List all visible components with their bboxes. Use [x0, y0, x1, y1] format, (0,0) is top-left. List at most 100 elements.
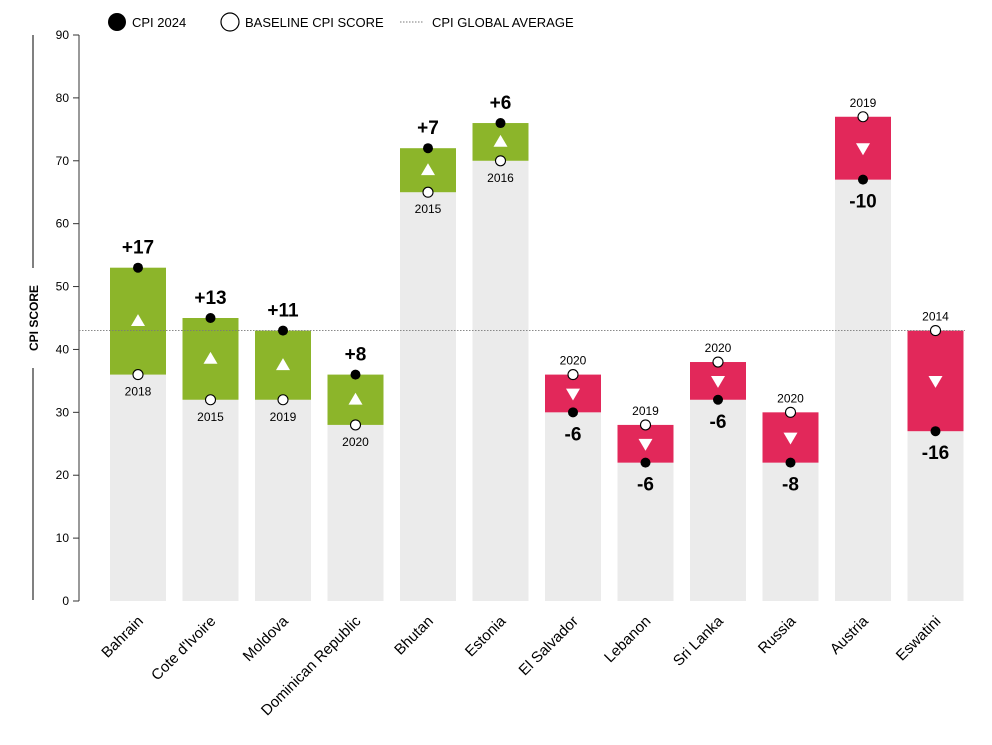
- change-label-dominican-republic: +8: [345, 345, 367, 366]
- baseline-marker-austria: [857, 111, 869, 123]
- cpi2024-marker-eswatini: [930, 426, 941, 437]
- base-bar-cote-d-ivoire: [182, 399, 239, 601]
- change-label-cote-d-ivoire: +13: [194, 288, 226, 309]
- base-bar-dominican-republic: [327, 424, 384, 601]
- cpi2024-marker-sri-lanka: [713, 394, 723, 405]
- legend-cpi2024-marker: [108, 13, 126, 31]
- baseline-year-el-salvador: 2020: [560, 354, 587, 368]
- x-label-moldova: Moldova: [240, 612, 293, 665]
- cpi2024-marker-dominican-republic: [350, 369, 361, 380]
- y-tick-label-0: 0: [62, 594, 69, 608]
- baseline-year-sri-lanka: 2020: [705, 341, 732, 355]
- baseline-year-russia: 2020: [777, 391, 804, 405]
- x-label-eswatini: Eswatini: [893, 613, 945, 665]
- markers: +17 2018 +13 2015 +11 2019 +8 2020 +7 2015 +6 2016 -…: [122, 93, 949, 496]
- down-triangle-eswatini: [928, 375, 943, 388]
- up-triangle-cote-d-ivoire: [203, 351, 218, 364]
- baseline-marker-estonia: [494, 155, 507, 167]
- y-tick-label-40: 40: [56, 342, 70, 356]
- down-triangle-el-salvador: [566, 388, 580, 401]
- baseline-marker-bhutan: [422, 186, 434, 198]
- change-label-austria: -10: [849, 192, 876, 213]
- change-label-el-salvador: -6: [565, 424, 582, 445]
- baseline-year-dominican-republic: 2020: [342, 435, 369, 449]
- base-bar-eswatini: [907, 431, 964, 601]
- x-label-sri-lanka: Sri Lanka: [670, 612, 727, 669]
- cpi2024-marker-bahrain: [133, 262, 143, 273]
- cpi2024-marker-cote-d-ivoire: [205, 313, 216, 323]
- down-triangle-lebanon: [638, 438, 653, 451]
- baseline-marker-bahrain: [132, 369, 144, 381]
- down-triangle-russia: [783, 432, 798, 445]
- change-label-moldova: +11: [267, 301, 299, 322]
- y-tick-label-30: 30: [56, 405, 70, 419]
- up-triangle-bhutan: [421, 163, 435, 176]
- x-label-bhutan: Bhutan: [391, 613, 437, 659]
- y-axis-title-group: CPI SCORE: [27, 35, 41, 600]
- baseline-year-bahrain: 2018: [125, 385, 152, 399]
- legend: CPI 2024 BASELINE CPI SCORE CPI GLOBAL A…: [108, 12, 574, 32]
- baseline-year-eswatini: 2014: [922, 310, 949, 324]
- baseline-year-moldova: 2019: [270, 410, 297, 424]
- baseline-year-lebanon: 2019: [632, 404, 659, 418]
- base-bar-russia: [762, 462, 819, 601]
- base-bar-estonia: [472, 160, 529, 601]
- baseline-year-cote-d-ivoire: 2015: [197, 410, 224, 424]
- y-axis: 0 10 20 30 40 50 60 70 80 90: [56, 28, 80, 608]
- change-label-bahrain: +17: [122, 238, 154, 259]
- legend-baseline-marker: [220, 12, 240, 32]
- legend-cpi2024-label: CPI 2024: [132, 15, 186, 30]
- baseline-marker-cote-d-ivoire: [204, 394, 217, 406]
- y-tick-label-90: 90: [56, 28, 70, 42]
- bars: [110, 116, 964, 601]
- cpi2024-marker-el-salvador: [568, 407, 578, 418]
- change-label-eswatini: -16: [922, 443, 949, 464]
- cpi2024-marker-russia: [785, 457, 796, 468]
- baseline-marker-eswatini: [929, 325, 942, 337]
- change-label-bhutan: +7: [417, 118, 439, 139]
- baseline-year-estonia: 2016: [487, 171, 514, 185]
- base-bar-sri-lanka: [690, 399, 746, 601]
- base-bar-bhutan: [400, 192, 456, 601]
- baseline-marker-russia: [784, 406, 797, 418]
- base-bar-lebanon: [617, 462, 674, 601]
- y-tick-label-80: 80: [56, 91, 70, 105]
- up-triangle-estonia: [493, 134, 508, 147]
- change-label-russia: -8: [782, 475, 799, 496]
- y-axis-title: CPI SCORE: [27, 285, 41, 351]
- y-tick-label-50: 50: [56, 280, 70, 294]
- base-bar-moldova: [255, 399, 311, 601]
- cpi2024-marker-bhutan: [423, 143, 433, 154]
- x-label-cote-d-ivoire: Cote d'Ivoire: [148, 613, 219, 684]
- baseline-marker-lebanon: [639, 419, 652, 431]
- x-label-bahrain: Bahrain: [98, 613, 147, 662]
- change-label-estonia: +6: [490, 93, 512, 114]
- cpi2024-marker-estonia: [495, 118, 506, 129]
- baseline-year-bhutan: 2015: [415, 202, 442, 216]
- cpi2024-marker-lebanon: [640, 457, 651, 468]
- baseline-marker-dominican-republic: [349, 419, 362, 431]
- change-label-sri-lanka: -6: [710, 412, 727, 433]
- down-triangle-austria: [856, 143, 870, 156]
- down-triangle-sri-lanka: [711, 375, 725, 388]
- up-triangle-bahrain: [131, 314, 145, 327]
- legend-average-label: CPI GLOBAL AVERAGE: [432, 15, 574, 30]
- cpi2024-marker-austria: [858, 174, 868, 185]
- change-label-lebanon: -6: [637, 475, 654, 496]
- y-tick-label-70: 70: [56, 154, 70, 168]
- baseline-marker-sri-lanka: [712, 356, 724, 368]
- x-label-lebanon: Lebanon: [601, 613, 654, 666]
- x-label-russia: Russia: [755, 612, 800, 657]
- y-tick-label-60: 60: [56, 217, 70, 231]
- baseline-year-austria: 2019: [850, 96, 877, 110]
- x-label-austria: Austria: [827, 612, 872, 657]
- baseline-marker-moldova: [277, 394, 289, 406]
- y-tick-label-10: 10: [56, 531, 70, 545]
- legend-baseline-label: BASELINE CPI SCORE: [245, 15, 384, 30]
- cpi2024-marker-moldova: [278, 325, 288, 336]
- x-label-estonia: Estonia: [462, 612, 510, 660]
- baseline-marker-el-salvador: [567, 369, 579, 381]
- up-triangle-dominican-republic: [348, 392, 363, 405]
- x-label-el-salvador: El Salvador: [516, 613, 582, 679]
